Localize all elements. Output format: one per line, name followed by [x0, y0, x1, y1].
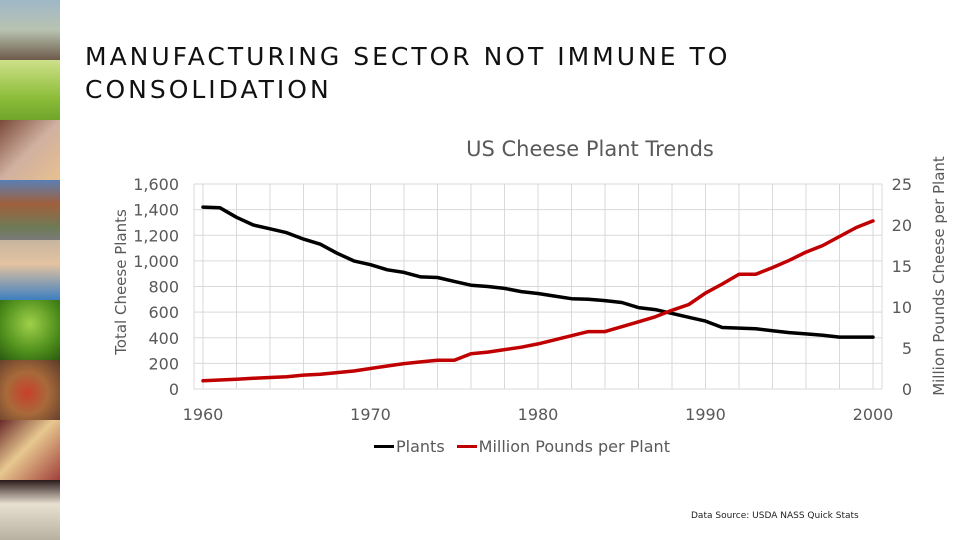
y-tick-label: 400 — [148, 329, 179, 348]
left-axis-ticks: 0 200 400 600 800 1,000 1,200 1,400 1,600 — [133, 175, 179, 399]
y-tick-label: 0 — [169, 380, 179, 399]
y2-tick-label: 0 — [902, 380, 912, 399]
friends-eating-photo — [0, 420, 60, 480]
y2-tick-label: 5 — [902, 339, 912, 358]
right-axis-label: Million Pounds Cheese per Plant — [930, 156, 948, 396]
people-sharing-pizza-photo — [0, 120, 60, 180]
y-tick-label: 200 — [148, 354, 179, 373]
boy-eating-pizza-photo — [0, 240, 60, 300]
slide-title: MANUFACTURING SECTOR NOT IMMUNE TO CONSO… — [85, 42, 731, 104]
series-line-plants — [201, 205, 875, 339]
data-source-note: Data Source: USDA NASS Quick Stats — [691, 511, 859, 521]
legend-label-million-pounds: Million Pounds per Plant — [478, 437, 670, 456]
y-tick-label: 1,400 — [133, 201, 179, 220]
sprout-seedling-photo — [0, 300, 60, 360]
chart-title: US Cheese Plant Trends — [466, 137, 714, 161]
y-tick-label: 1,000 — [133, 252, 179, 271]
x-axis-ticks: 1960 1970 1980 1990 2000 — [183, 405, 894, 424]
y2-tick-label: 15 — [892, 257, 912, 276]
legend-swatch-million-pounds — [456, 445, 477, 448]
gridlines — [193, 183, 883, 390]
legend-swatch-plants — [374, 445, 394, 448]
x-tick-label: 1970 — [350, 405, 391, 424]
x-tick-label: 1960 — [183, 405, 224, 424]
legend-label-plants: Plants — [396, 437, 445, 456]
series-line-million-pounds — [201, 219, 875, 383]
cheese-blocks-photo — [0, 480, 60, 540]
y2-tick-label: 25 — [892, 175, 912, 194]
office-building-photo — [0, 180, 60, 240]
tractor-farmer-photo — [0, 0, 60, 60]
x-tick-label: 1990 — [685, 405, 726, 424]
x-tick-label: 2000 — [853, 405, 894, 424]
chart-legend: Plants Million Pounds per Plant — [374, 437, 682, 456]
legend-item-plants: Plants — [374, 437, 445, 456]
y2-tick-label: 10 — [892, 298, 912, 317]
x-tick-label: 1980 — [518, 405, 559, 424]
y-tick-label: 1,200 — [133, 226, 179, 245]
pizza-photo — [0, 360, 60, 420]
right-axis-ticks: 0 5 10 15 20 25 — [892, 175, 912, 399]
dairy-cows-photo — [0, 60, 60, 120]
series-lines — [201, 205, 875, 383]
y2-tick-label: 20 — [892, 216, 912, 235]
side-photo-strip — [0, 0, 60, 540]
y-tick-label: 1,600 — [133, 175, 179, 194]
legend-item-million-pounds: Million Pounds per Plant — [456, 437, 670, 456]
y-tick-label: 800 — [148, 278, 179, 297]
left-axis-label: Total Cheese Plants — [112, 209, 130, 356]
y-tick-label: 600 — [148, 303, 179, 322]
